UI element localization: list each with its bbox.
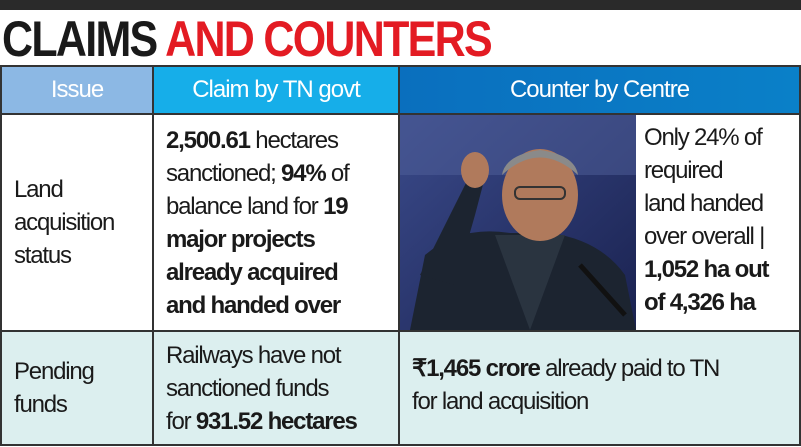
text-line: balance land for 19	[166, 190, 398, 223]
counter-cell: Only 24% of required land handed over ov…	[398, 113, 801, 332]
text: balance land for	[166, 192, 324, 220]
text-line: for land acquisition	[412, 388, 589, 415]
text-line: sanctioned; 94% of	[166, 157, 398, 190]
text-line: required	[644, 157, 724, 184]
text-line: major projects	[166, 223, 398, 256]
text-line: Pending	[14, 358, 95, 385]
text-line: already acquired	[166, 256, 398, 289]
headline-black: CLAIMS	[2, 11, 158, 67]
header-counter: Counter by Centre	[398, 65, 801, 115]
bold-text: major projects	[166, 225, 316, 253]
text-line: Land	[14, 176, 64, 203]
bold-text: ₹1,465 crore	[412, 355, 541, 382]
bold-text: 94%	[281, 159, 327, 187]
claim-cell: 2,500.61 hectares sanctioned; 94% of bal…	[152, 113, 400, 332]
counter-text: Only 24% of required land handed over ov…	[636, 115, 770, 330]
headline-red: AND COUNTERS	[165, 11, 492, 67]
top-rule	[0, 0, 801, 10]
counter-cell: ₹1,465 crore already paid to TN for land…	[398, 330, 801, 446]
claims-table: Issue Claim by TN govt Counter by Centre…	[0, 65, 801, 446]
text-line: Only 24% of	[644, 124, 763, 151]
text-line: 1,052 ha out	[644, 253, 770, 286]
header-row: Issue Claim by TN govt Counter by Centre	[0, 65, 801, 115]
table-row: Land acquisition status 2,500.61 hectare…	[0, 113, 801, 332]
text-line: land handed	[644, 190, 764, 217]
text-line: and handed over	[166, 289, 398, 322]
bold-text: already acquired	[166, 258, 339, 286]
text-line: Railways have not	[166, 341, 342, 369]
header-issue: Issue	[0, 65, 154, 115]
text: already paid to TN	[539, 355, 720, 382]
text: hectares	[249, 126, 339, 154]
text: for	[166, 407, 196, 435]
text: sanctioned;	[166, 159, 282, 187]
issue-cell: Pending funds	[0, 330, 154, 446]
bold-text: 19	[323, 192, 349, 220]
bold-text: of 4,326 ha	[644, 289, 756, 316]
minister-photo	[400, 115, 636, 330]
text-line: over overall |	[644, 223, 765, 250]
text-line: of 4,326 ha	[644, 286, 768, 319]
bold-text: 931.52 hectares	[195, 407, 358, 435]
issue-cell: Land acquisition status	[0, 113, 154, 332]
bold-text: and handed over	[166, 291, 341, 319]
text-line: acquisition	[14, 209, 115, 236]
text-line: 2,500.61 hectares	[166, 124, 398, 157]
text: of	[325, 159, 350, 187]
text-line: ₹1,465 crore already paid to TN	[412, 352, 799, 385]
text-line: funds	[14, 391, 68, 418]
text-line: sanctioned funds	[166, 374, 329, 402]
bold-text: 1,052 ha out	[644, 256, 770, 283]
claim-cell: Railways have not sanctioned funds for 9…	[152, 330, 400, 446]
headline: CLAIMS AND COUNTERS	[2, 11, 493, 67]
text-line: status	[14, 242, 72, 269]
table-row: Pending funds Railways have not sanction…	[0, 330, 801, 446]
text-line: for 931.52 hectares	[166, 405, 398, 438]
bold-text: 2,500.61	[166, 126, 251, 154]
header-claim: Claim by TN govt	[152, 65, 400, 115]
